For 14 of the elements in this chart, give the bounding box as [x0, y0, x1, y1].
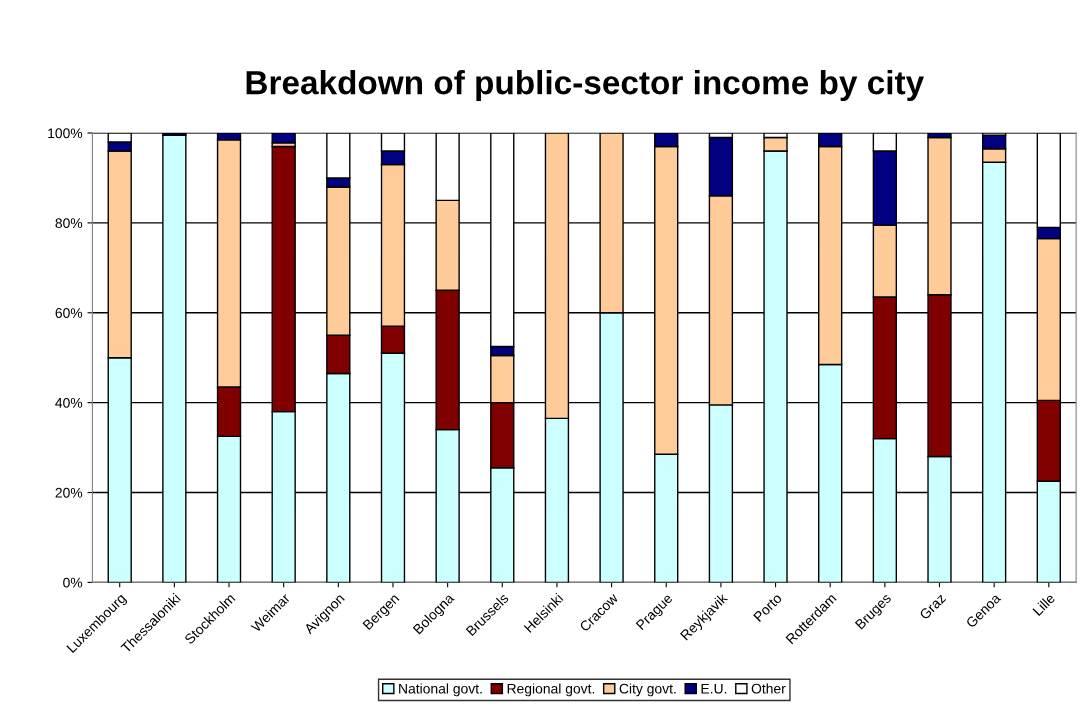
y-tick-label: 40%	[55, 397, 83, 408]
y-tick-label: 60%	[55, 308, 83, 318]
x-tick-label: Lille	[1032, 592, 1056, 616]
legend-label: Other	[751, 683, 786, 694]
legend-label: City govt.	[619, 683, 676, 697]
legend-label: Regional govt.	[507, 683, 595, 697]
y-tick-label: 80%	[55, 218, 83, 229]
y-tick-label: 0%	[63, 577, 83, 588]
y-tick-label: 20%	[55, 487, 83, 498]
legend-label: National govt.	[399, 683, 482, 697]
legend-label: E.U.	[701, 683, 727, 694]
y-tick-label: 100%	[48, 128, 83, 139]
chart-title: Breakdown of public-sector income by city	[246, 69, 924, 102]
bar	[271, 133, 296, 144]
